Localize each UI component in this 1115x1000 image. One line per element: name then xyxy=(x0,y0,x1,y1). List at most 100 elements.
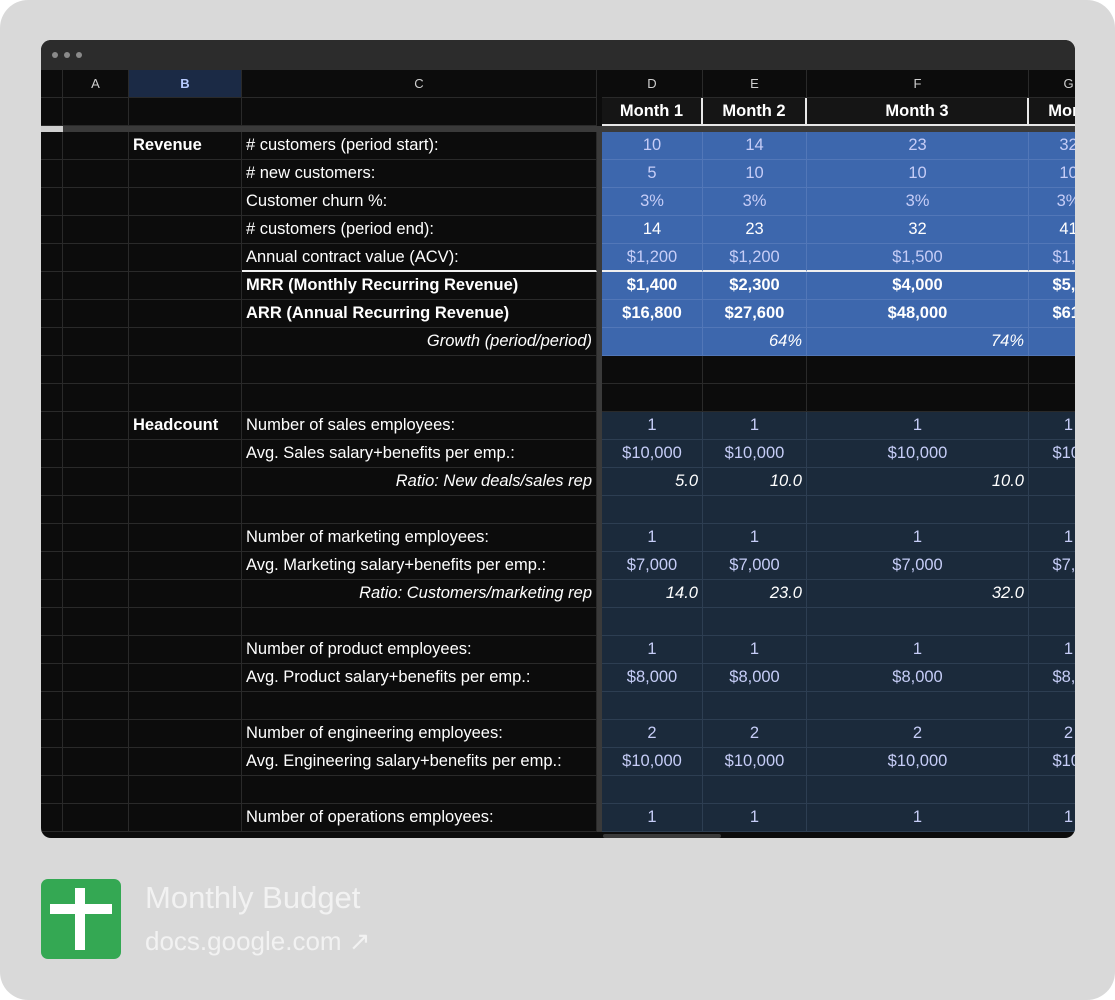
frozen-row-divider[interactable] xyxy=(41,126,1075,132)
freeze-bar[interactable] xyxy=(597,272,602,300)
row-label[interactable]: Ratio: Customers/marketing rep xyxy=(242,580,597,608)
month-header[interactable]: Mont xyxy=(1029,98,1075,126)
value-cell[interactable]: 1 xyxy=(807,412,1029,440)
value-cell[interactable]: 1 xyxy=(602,804,703,832)
value-cell[interactable] xyxy=(602,384,703,412)
column-header-b[interactable]: B xyxy=(129,70,242,98)
value-cell[interactable]: 1 xyxy=(1029,636,1075,664)
value-cell[interactable]: 32 xyxy=(807,216,1029,244)
row-number[interactable] xyxy=(41,244,63,272)
value-cell[interactable]: $1,5 xyxy=(1029,244,1075,272)
value-cell[interactable]: $61, xyxy=(1029,300,1075,328)
section-label[interactable] xyxy=(129,468,242,496)
row-label[interactable]: Avg. Engineering salary+benefits per emp… xyxy=(242,748,597,776)
value-cell[interactable]: 5.0 xyxy=(602,468,703,496)
freeze-bar[interactable] xyxy=(597,70,602,98)
row-number[interactable] xyxy=(41,272,63,300)
freeze-bar[interactable] xyxy=(597,468,602,496)
freeze-bar[interactable] xyxy=(597,412,602,440)
value-cell[interactable] xyxy=(703,356,807,384)
section-label[interactable] xyxy=(129,272,242,300)
section-label[interactable] xyxy=(129,384,242,412)
value-cell[interactable]: 1 xyxy=(703,412,807,440)
value-cell[interactable]: 1 xyxy=(703,804,807,832)
value-cell[interactable] xyxy=(1029,356,1075,384)
row-label[interactable]: Number of operations employees: xyxy=(242,804,597,832)
freeze-bar[interactable] xyxy=(597,216,602,244)
value-cell[interactable]: 41 xyxy=(1029,216,1075,244)
value-cell[interactable]: 74% xyxy=(807,328,1029,356)
value-cell[interactable]: 64% xyxy=(703,328,807,356)
section-label[interactable] xyxy=(129,552,242,580)
freeze-bar[interactable] xyxy=(597,496,602,524)
cell-a[interactable] xyxy=(63,188,129,216)
value-cell[interactable] xyxy=(703,384,807,412)
row-number[interactable] xyxy=(41,356,63,384)
column-header-f[interactable]: F xyxy=(807,70,1029,98)
row-label[interactable]: Annual contract value (ACV): xyxy=(242,244,597,272)
row-number[interactable] xyxy=(41,748,63,776)
row-label[interactable] xyxy=(242,384,597,412)
value-cell[interactable]: $1,200 xyxy=(703,244,807,272)
freeze-handle[interactable] xyxy=(41,126,63,132)
section-label[interactable] xyxy=(129,692,242,720)
document-url[interactable]: docs.google.com ↗ xyxy=(145,926,371,956)
value-cell[interactable] xyxy=(602,328,703,356)
row-label[interactable] xyxy=(242,496,597,524)
freeze-bar[interactable] xyxy=(597,244,602,272)
value-cell[interactable]: $10,000 xyxy=(703,440,807,468)
freeze-bar[interactable] xyxy=(597,692,602,720)
value-cell[interactable]: $10,000 xyxy=(602,440,703,468)
value-cell[interactable]: 14 xyxy=(703,132,807,160)
value-cell[interactable] xyxy=(807,608,1029,636)
value-cell[interactable]: 4 xyxy=(1029,580,1075,608)
value-cell[interactable]: $10,000 xyxy=(602,748,703,776)
value-cell[interactable]: 2 xyxy=(807,720,1029,748)
cell-a[interactable] xyxy=(63,720,129,748)
value-cell[interactable]: $5,1 xyxy=(1029,272,1075,300)
value-cell[interactable]: 2 xyxy=(1029,328,1075,356)
freeze-bar[interactable] xyxy=(597,440,602,468)
freeze-bar[interactable] xyxy=(597,98,602,126)
row-number[interactable] xyxy=(41,524,63,552)
row-label[interactable]: Number of marketing employees: xyxy=(242,524,597,552)
section-label[interactable] xyxy=(129,300,242,328)
cell[interactable] xyxy=(41,98,63,126)
row-number[interactable] xyxy=(41,636,63,664)
value-cell[interactable]: 1 xyxy=(602,524,703,552)
value-cell[interactable] xyxy=(1029,468,1075,496)
cell-a[interactable] xyxy=(63,636,129,664)
freeze-bar[interactable] xyxy=(597,804,602,832)
cell-a[interactable] xyxy=(63,804,129,832)
cell-a[interactable] xyxy=(63,216,129,244)
cell-a[interactable] xyxy=(63,580,129,608)
value-cell[interactable]: $2,300 xyxy=(703,272,807,300)
freeze-bar[interactable] xyxy=(597,636,602,664)
value-cell[interactable] xyxy=(1029,776,1075,804)
value-cell[interactable] xyxy=(807,356,1029,384)
value-cell[interactable]: 1 xyxy=(807,524,1029,552)
value-cell[interactable]: $1,200 xyxy=(602,244,703,272)
row-label[interactable] xyxy=(242,356,597,384)
section-label[interactable] xyxy=(129,356,242,384)
value-cell[interactable]: 23 xyxy=(703,216,807,244)
row-label[interactable]: # customers (period start): xyxy=(242,132,597,160)
row-number[interactable] xyxy=(41,776,63,804)
freeze-bar[interactable] xyxy=(597,188,602,216)
cell-a[interactable] xyxy=(63,356,129,384)
section-label[interactable] xyxy=(129,776,242,804)
section-label[interactable]: Headcount xyxy=(129,412,242,440)
value-cell[interactable] xyxy=(807,692,1029,720)
freeze-bar[interactable] xyxy=(597,720,602,748)
section-label[interactable] xyxy=(129,720,242,748)
row-number[interactable] xyxy=(41,440,63,468)
section-label[interactable] xyxy=(129,524,242,552)
column-header-corner[interactable] xyxy=(41,70,63,98)
value-cell[interactable]: 10.0 xyxy=(807,468,1029,496)
value-cell[interactable]: $16,800 xyxy=(602,300,703,328)
section-label[interactable] xyxy=(129,608,242,636)
row-label[interactable]: Number of product employees: xyxy=(242,636,597,664)
cell-a[interactable] xyxy=(63,468,129,496)
freeze-bar[interactable] xyxy=(597,608,602,636)
